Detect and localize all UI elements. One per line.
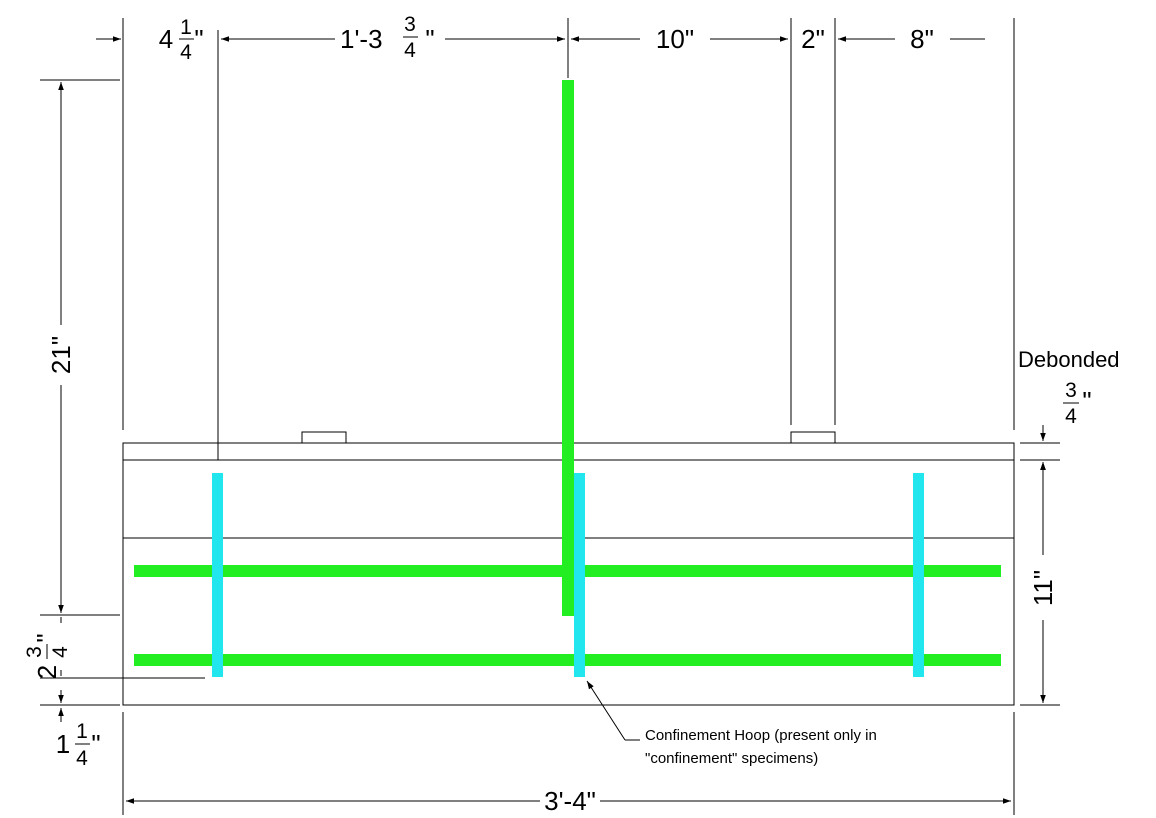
confinement-hoop-center <box>574 473 585 677</box>
dim-top-1-den: 4 <box>180 41 192 64</box>
debonded-label: Debonded <box>1018 347 1120 372</box>
dim-top-2-num: 3 <box>404 13 416 36</box>
rebar-group <box>134 80 1001 677</box>
bearing-pad-left <box>301 431 347 444</box>
dim-top-1-unit: " <box>194 24 203 54</box>
dim-top-2-prefix: 1'-3 <box>340 24 383 54</box>
dim-top-1-num: 1 <box>180 16 192 39</box>
confinement-hoop-left <box>212 473 223 677</box>
dim-bottom-width: 3'-4" <box>544 786 596 816</box>
confinement-hoop-right <box>913 473 924 677</box>
dim-left-bottom-1-whole: 2 <box>32 665 62 679</box>
dim-left-bottom-2-num: 1 <box>76 720 88 743</box>
dim-top-2-den: 4 <box>404 39 416 62</box>
dim-left-bottom-2-whole: 1 <box>56 729 70 759</box>
dim-top-1-whole: 4 <box>159 24 173 54</box>
dim-top-4: 2" <box>801 24 825 54</box>
dim-left-bottom-1-num: 3 <box>23 646 46 658</box>
dim-left-bottom-2-unit: " <box>91 729 100 759</box>
dim-right-top-unit: " <box>1082 386 1091 416</box>
dim-left-height: 21" <box>46 336 76 374</box>
dim-right-height: 11" <box>1028 570 1058 606</box>
dim-top-2-unit: " <box>425 24 434 54</box>
dim-top-3: 10" <box>656 24 694 54</box>
left-dimensions: 21" 2 3 4 " 1 1 4 " <box>23 82 101 770</box>
hoop-note-line2: "confinement" specimens) <box>645 750 818 767</box>
hoop-note-line1: Confinement Hoop (present only in <box>645 727 877 744</box>
dim-left-bottom-2-den: 4 <box>76 747 88 770</box>
right-dimensions: Debonded 3 4 " 11" <box>1018 347 1120 703</box>
longitudinal-rebar-bottom <box>134 654 1001 666</box>
dim-top-5: 8" <box>910 24 934 54</box>
dim-right-top-den: 4 <box>1065 405 1077 428</box>
bearing-pad-right <box>790 431 836 444</box>
hoop-note: Confinement Hoop (present only in "confi… <box>586 680 877 767</box>
dim-left-bottom-1-den: 4 <box>49 646 72 658</box>
bottom-dimension: 3'-4" <box>126 786 1011 816</box>
top-dimensions: 4 1 4 " 1'-3 3 4 " 10" 2" 8" <box>96 13 985 64</box>
vertical-rebar <box>562 80 574 616</box>
dim-right-top-num: 3 <box>1065 379 1077 402</box>
extension-lines <box>40 18 1060 815</box>
dim-left-bottom-1-unit: " <box>31 633 61 642</box>
